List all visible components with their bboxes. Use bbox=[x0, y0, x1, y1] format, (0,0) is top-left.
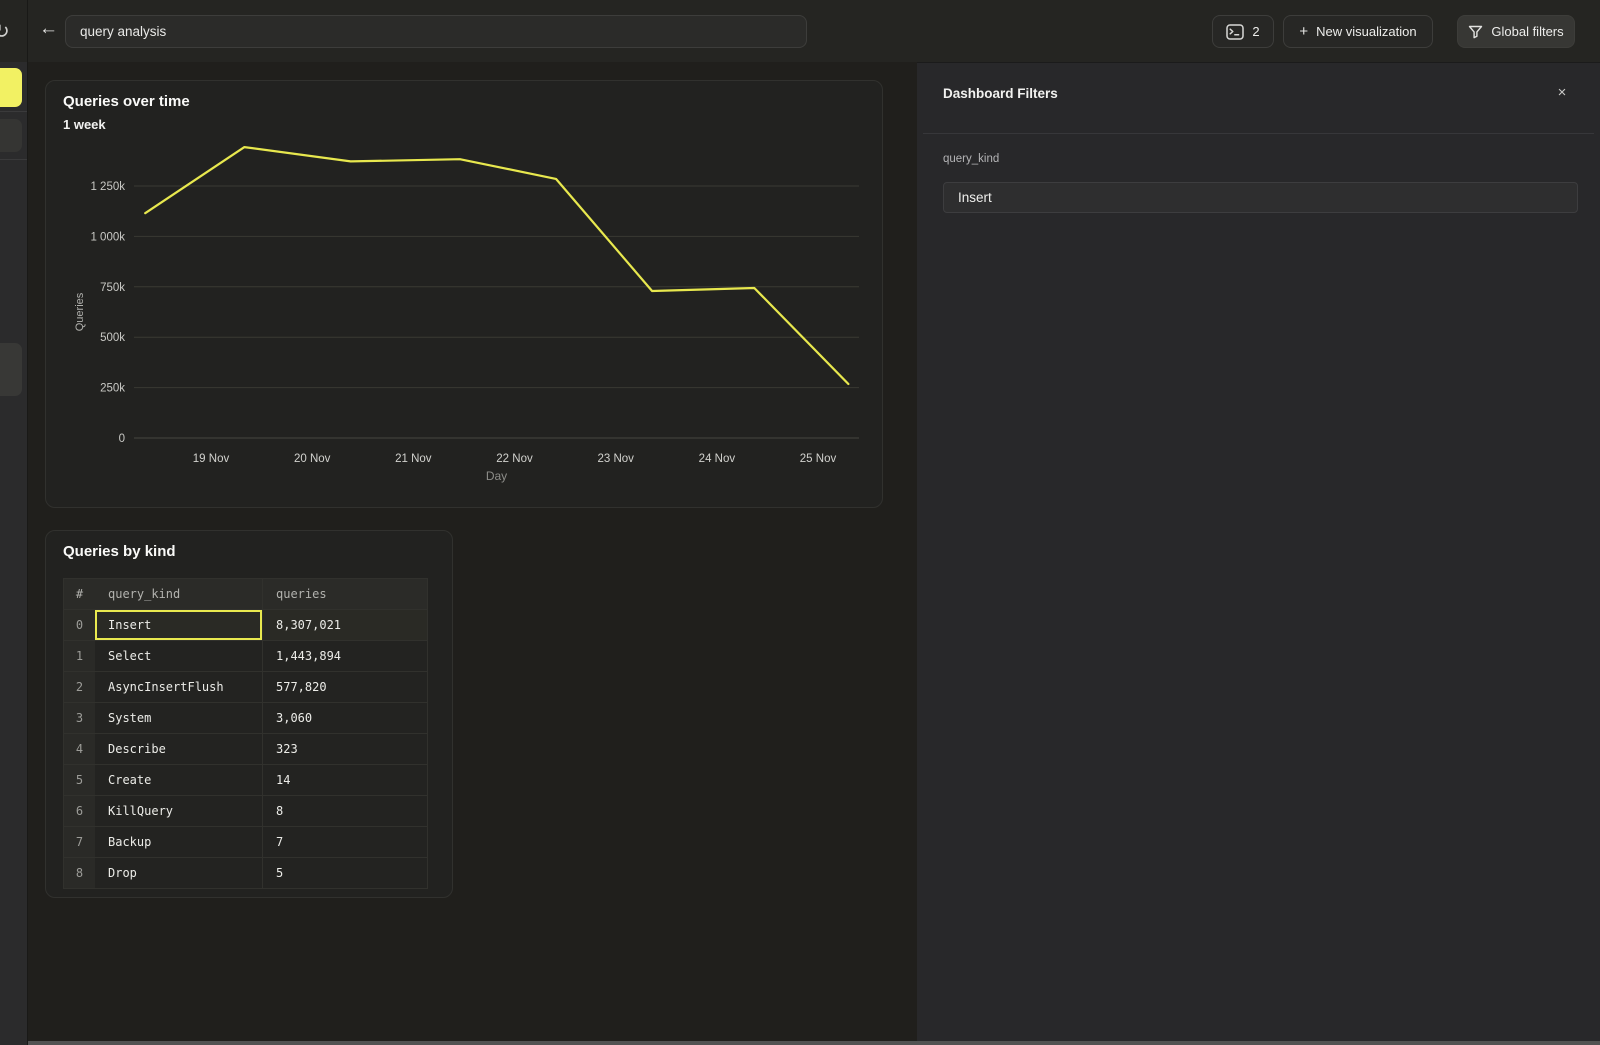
queries-value-cell[interactable]: 3,060 bbox=[262, 703, 427, 733]
queries-value-cell[interactable]: 5 bbox=[262, 858, 427, 888]
svg-text:19 Nov: 19 Nov bbox=[193, 453, 230, 465]
sidebar-divider bbox=[0, 159, 27, 160]
top-bar: ↻ ← 2 + New visualization Global filters bbox=[0, 0, 1600, 62]
row-index-cell: 6 bbox=[64, 796, 95, 826]
left-sidebar-strip bbox=[0, 62, 27, 1045]
svg-text:22 Nov: 22 Nov bbox=[496, 453, 533, 465]
global-filters-label: Global filters bbox=[1491, 24, 1564, 39]
svg-text:750k: 750k bbox=[100, 282, 125, 294]
table-row: 0 Insert 8,307,021 bbox=[64, 609, 427, 640]
console-count: 2 bbox=[1252, 24, 1260, 39]
query-kind-filter-input[interactable] bbox=[943, 182, 1578, 213]
row-index-cell: 2 bbox=[64, 672, 95, 702]
filter-field-label: query_kind bbox=[943, 153, 1000, 165]
queries-value-cell[interactable]: 14 bbox=[262, 765, 427, 795]
queries-value-cell[interactable]: 8 bbox=[262, 796, 427, 826]
filters-panel-title: Dashboard Filters bbox=[943, 86, 1058, 101]
queries-over-time-line-chart: 0 250k 500k 750k 1 000k 1 250k 19 Nov 20 Nov 21 … bbox=[74, 145, 859, 483]
svg-text:21 Nov: 21 Nov bbox=[395, 453, 432, 465]
sidebar-tab[interactable] bbox=[0, 343, 22, 396]
svg-text:0: 0 bbox=[119, 433, 125, 445]
table-row: 3 System 3,060 bbox=[64, 702, 427, 733]
horizontal-scrollbar[interactable] bbox=[0, 1041, 1600, 1045]
new-visualization-label: New visualization bbox=[1316, 24, 1417, 39]
query-kind-cell[interactable]: Select bbox=[95, 641, 262, 671]
table-row: 7 Backup 7 bbox=[64, 826, 427, 857]
back-arrow-icon[interactable]: ← bbox=[39, 18, 58, 39]
global-filters-button[interactable]: Global filters bbox=[1457, 15, 1575, 48]
column-header[interactable]: queries bbox=[262, 579, 427, 609]
queries-by-kind-card[interactable]: Queries by kind # query_kind queries 0 Inser… bbox=[45, 530, 453, 898]
queries-value-cell[interactable]: 7 bbox=[262, 827, 427, 857]
query-kind-cell[interactable]: Backup bbox=[95, 827, 262, 857]
table-header-row: # query_kind queries bbox=[64, 579, 427, 609]
sql-console-button[interactable]: 2 bbox=[1212, 15, 1274, 48]
chart-subtitle: 1 week bbox=[63, 117, 106, 132]
svg-text:20 Nov: 20 Nov bbox=[294, 453, 331, 465]
chart-title: Queries over time bbox=[63, 93, 190, 110]
dashboard-filters-panel: Dashboard Filters × query_kind bbox=[917, 62, 1600, 1045]
svg-text:250k: 250k bbox=[100, 383, 125, 395]
dashboard-title-input[interactable] bbox=[65, 15, 807, 48]
svg-text:25 Nov: 25 Nov bbox=[800, 453, 837, 465]
row-index-cell: 0 bbox=[64, 610, 95, 640]
queries-by-kind-table: # query_kind queries 0 Insert 8,307,021 1 Selec… bbox=[63, 578, 428, 889]
table-row: 8 Drop 5 bbox=[64, 857, 427, 888]
queries-value-cell[interactable]: 323 bbox=[262, 734, 427, 764]
row-index-cell: 3 bbox=[64, 703, 95, 733]
table-row: 6 KillQuery 8 bbox=[64, 795, 427, 826]
query-kind-cell[interactable]: KillQuery bbox=[95, 796, 262, 826]
table-title: Queries by kind bbox=[63, 543, 176, 560]
table-row: 1 Select 1,443,894 bbox=[64, 640, 427, 671]
svg-text:Day: Day bbox=[486, 469, 507, 483]
query-kind-cell[interactable]: Create bbox=[95, 765, 262, 795]
svg-text:23 Nov: 23 Nov bbox=[597, 453, 634, 465]
row-index-cell: 1 bbox=[64, 641, 95, 671]
row-index-cell: 8 bbox=[64, 858, 95, 888]
refresh-icon[interactable]: ↻ bbox=[0, 21, 10, 43]
svg-text:24 Nov: 24 Nov bbox=[699, 453, 736, 465]
row-index-cell: 5 bbox=[64, 765, 95, 795]
sidebar-divider bbox=[0, 111, 27, 112]
column-header[interactable]: # bbox=[64, 579, 95, 609]
console-window-icon bbox=[1226, 23, 1245, 40]
dashboard-canvas: Queries over time 1 week 0 250k 500k 750k 1 … bbox=[28, 62, 917, 1045]
sidebar-tab[interactable] bbox=[0, 119, 22, 152]
query-kind-cell[interactable]: Insert bbox=[95, 610, 262, 640]
svg-text:1 000k: 1 000k bbox=[90, 231, 125, 243]
sidebar-active-dashboard-tab[interactable] bbox=[0, 68, 22, 107]
query-kind-cell[interactable]: System bbox=[95, 703, 262, 733]
new-visualization-button[interactable]: + New visualization bbox=[1283, 15, 1433, 48]
query-kind-cell[interactable]: AsyncInsertFlush bbox=[95, 672, 262, 702]
query-kind-cell[interactable]: Describe bbox=[95, 734, 262, 764]
query-kind-cell[interactable]: Drop bbox=[95, 858, 262, 888]
svg-text:Queries: Queries bbox=[74, 292, 86, 331]
table-row: 4 Describe 323 bbox=[64, 733, 427, 764]
table-row: 2 AsyncInsertFlush 577,820 bbox=[64, 671, 427, 702]
row-index-cell: 7 bbox=[64, 827, 95, 857]
column-header[interactable]: query_kind bbox=[95, 579, 262, 609]
sidebar-edge-divider bbox=[27, 0, 28, 1045]
queries-value-cell[interactable]: 8,307,021 bbox=[262, 610, 427, 640]
svg-text:500k: 500k bbox=[100, 332, 125, 344]
queries-value-cell[interactable]: 577,820 bbox=[262, 672, 427, 702]
plus-icon: + bbox=[1299, 22, 1309, 40]
funnel-filter-icon bbox=[1468, 25, 1483, 39]
panel-divider bbox=[923, 133, 1594, 134]
table-row: 5 Create 14 bbox=[64, 764, 427, 795]
queries-over-time-card[interactable]: Queries over time 1 week 0 250k 500k 750k 1 … bbox=[45, 80, 883, 508]
close-icon[interactable]: × bbox=[1557, 83, 1567, 101]
row-index-cell: 4 bbox=[64, 734, 95, 764]
svg-text:1 250k: 1 250k bbox=[90, 181, 125, 193]
queries-value-cell[interactable]: 1,443,894 bbox=[262, 641, 427, 671]
